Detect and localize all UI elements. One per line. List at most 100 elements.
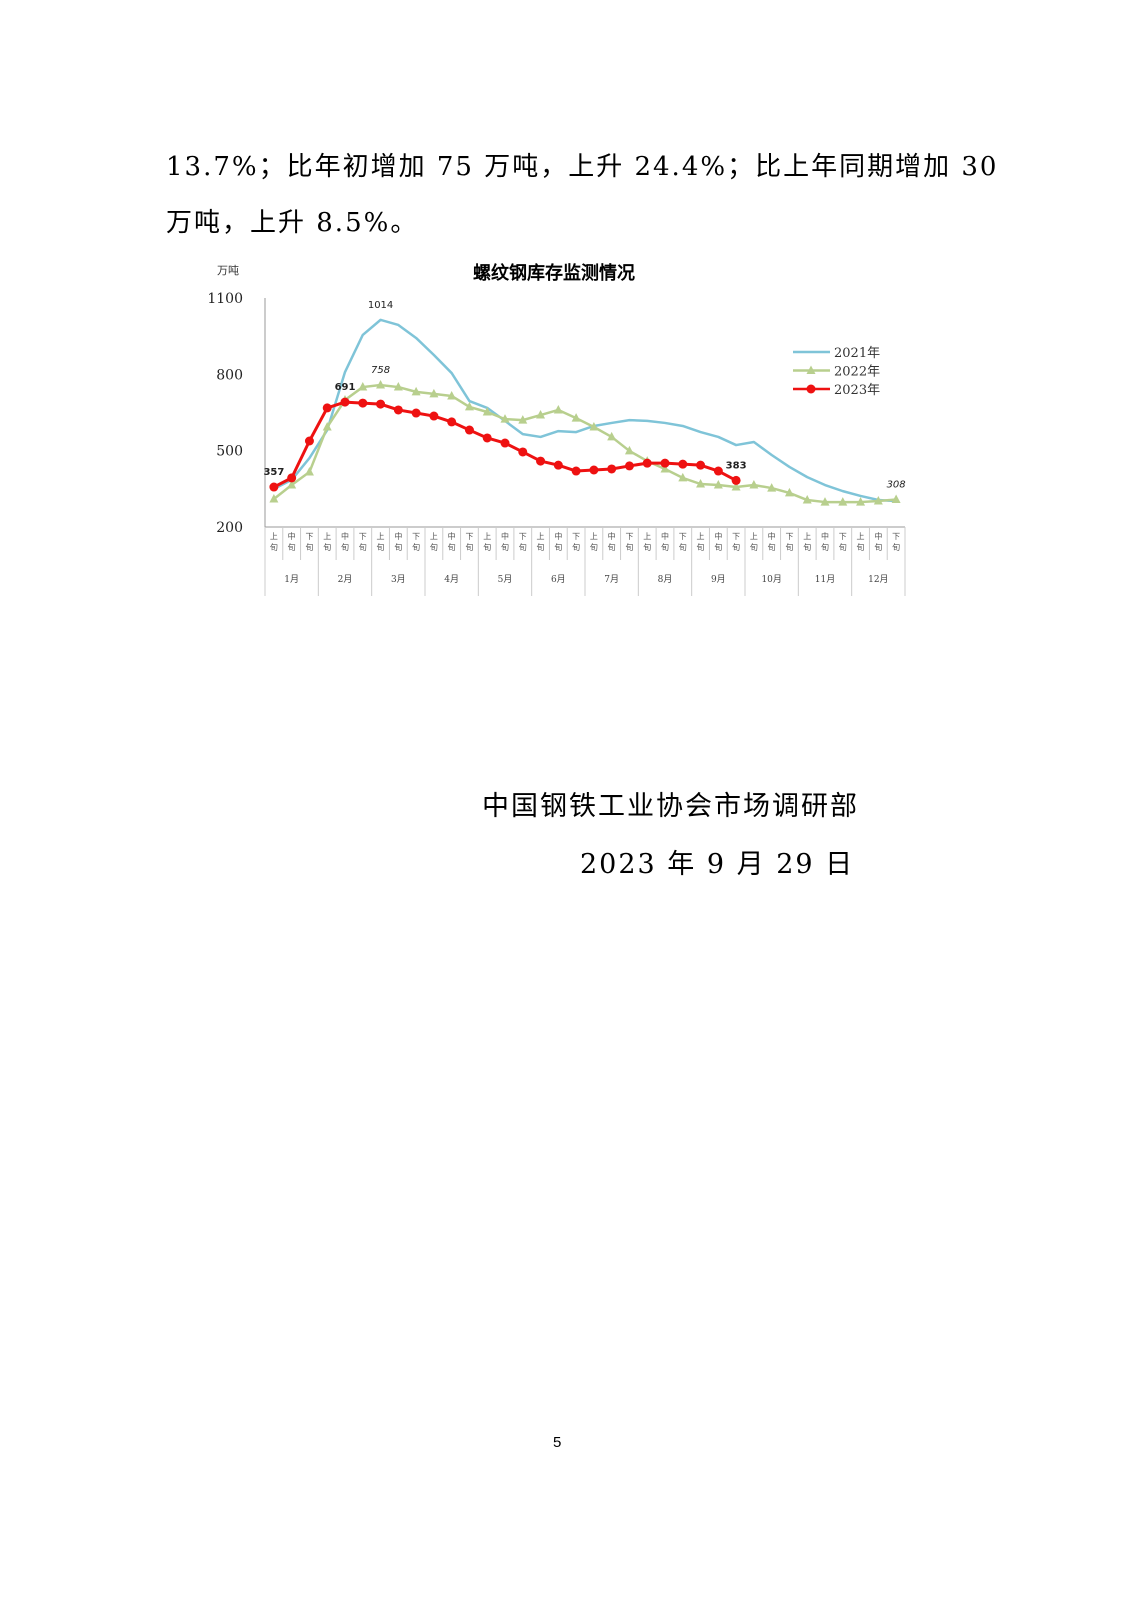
x-tick-label-period: 中	[341, 531, 349, 541]
x-tick-label-period: 上	[270, 532, 278, 541]
x-tick-label-month: 2月	[338, 574, 353, 585]
x-tick-label-period: 上	[857, 532, 865, 541]
data-point	[411, 386, 421, 396]
x-tick-label-period: 中	[288, 531, 296, 541]
x-tick-label-period: 旬	[288, 542, 296, 552]
data-point	[838, 497, 848, 506]
x-tick-label-period: 下	[732, 532, 740, 541]
y-axis-unit: 万吨	[217, 264, 239, 277]
data-point	[713, 480, 723, 489]
x-tick-label-period: 上	[377, 532, 385, 541]
data-point	[393, 405, 403, 415]
data-point	[447, 417, 457, 427]
data-point	[571, 413, 581, 422]
data-point	[660, 463, 670, 473]
legend-label: 2021年	[834, 346, 880, 361]
data-point	[696, 460, 706, 470]
data-point	[536, 410, 546, 419]
x-tick-label-period: 中	[874, 531, 882, 541]
data-point	[696, 478, 706, 488]
x-tick-label-month: 6月	[551, 574, 566, 585]
y-tick-label: 500	[216, 444, 243, 460]
data-label: 308	[887, 480, 906, 491]
legend-marker	[806, 384, 816, 394]
data-point	[429, 411, 439, 421]
x-tick-label-period: 旬	[572, 542, 580, 552]
x-tick-label-period: 中	[768, 531, 776, 541]
x-tick-label-period: 旬	[519, 542, 527, 552]
data-point	[358, 382, 368, 391]
x-tick-label-period: 中	[394, 531, 402, 541]
data-point	[322, 422, 332, 431]
data-point	[269, 482, 279, 492]
x-tick-label-period: 上	[697, 532, 705, 541]
page-number: 5	[553, 1434, 562, 1451]
data-point	[553, 460, 563, 470]
x-tick-label-period: 中	[501, 531, 509, 541]
data-point	[500, 438, 510, 448]
x-tick-label-month: 10月	[761, 574, 781, 585]
x-tick-label-period: 旬	[377, 542, 385, 552]
x-tick-label-period: 下	[785, 532, 793, 541]
x-tick-label-period: 旬	[732, 542, 740, 552]
y-tick-label: 800	[216, 367, 243, 383]
x-tick-label-period: 下	[359, 532, 367, 541]
legend-marker	[806, 365, 816, 374]
x-tick-label-period: 旬	[768, 542, 776, 552]
data-point	[856, 497, 866, 506]
data-point	[607, 464, 617, 474]
data-point	[571, 466, 581, 476]
x-tick-label-period: 中	[554, 531, 562, 541]
x-tick-label-period: 旬	[857, 542, 865, 552]
x-tick-label-period: 上	[537, 532, 545, 541]
data-label: 1014	[368, 300, 393, 311]
data-point	[767, 483, 777, 492]
x-tick-label-period: 上	[590, 532, 598, 541]
x-tick-label-period: 下	[305, 532, 313, 541]
data-label: 758	[371, 365, 390, 376]
x-tick-label-period: 下	[519, 532, 527, 541]
x-tick-label-period: 旬	[608, 542, 616, 552]
x-tick-label-period: 上	[643, 532, 651, 541]
data-point	[287, 480, 297, 489]
x-tick-label-month: 8月	[658, 574, 673, 585]
x-tick-label-period: 下	[679, 532, 687, 541]
x-tick-label-period: 旬	[412, 542, 420, 552]
x-tick-label-period: 旬	[785, 542, 793, 552]
x-tick-label-month: 7月	[604, 574, 619, 585]
x-tick-label-period: 旬	[643, 542, 651, 552]
data-point	[589, 465, 599, 475]
data-point	[464, 401, 474, 411]
x-tick-label-month: 4月	[444, 574, 459, 585]
signature-organization: 中国钢铁工业协会市场调研部	[482, 791, 859, 822]
series-line-2021年	[273, 318, 897, 503]
data-point	[678, 459, 688, 469]
x-tick-label-period: 旬	[270, 542, 278, 552]
x-tick-label-period: 旬	[430, 542, 438, 552]
data-point	[411, 408, 421, 418]
x-tick-label-period: 旬	[697, 542, 705, 552]
x-tick-label-period: 下	[839, 532, 847, 541]
x-tick-label-period: 旬	[750, 542, 758, 552]
data-point	[678, 472, 688, 482]
data-point	[518, 447, 528, 457]
x-tick-label-month: 9月	[711, 574, 726, 585]
body-text-line-2: 万吨，上升 8.5%。	[166, 208, 419, 238]
x-tick-label-period: 旬	[661, 542, 669, 552]
x-tick-label-period: 上	[323, 532, 331, 541]
data-point	[624, 445, 634, 455]
data-point	[482, 433, 492, 443]
data-point	[731, 482, 741, 491]
data-point	[287, 473, 297, 483]
data-point	[731, 475, 741, 485]
x-tick-label-period: 旬	[714, 542, 722, 552]
x-tick-label-period: 上	[483, 532, 491, 541]
data-point	[322, 403, 332, 413]
data-point	[304, 467, 314, 476]
x-tick-label-period: 中	[661, 531, 669, 541]
x-tick-label-month: 12月	[868, 574, 888, 585]
data-point	[358, 398, 368, 408]
x-tick-label-period: 旬	[465, 542, 473, 552]
data-point	[536, 456, 546, 466]
data-point	[429, 388, 439, 398]
